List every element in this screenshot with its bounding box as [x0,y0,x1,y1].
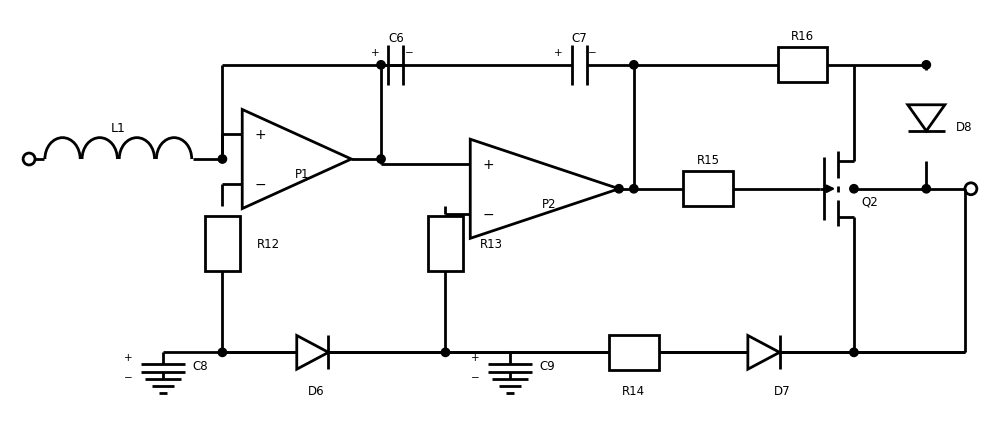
Text: P1: P1 [294,168,309,181]
Circle shape [922,185,930,194]
Polygon shape [470,140,619,239]
Polygon shape [908,106,945,132]
Circle shape [377,61,385,70]
Text: −: − [254,177,266,191]
Circle shape [218,155,227,164]
Text: +: + [471,353,480,363]
Text: −: − [471,372,480,382]
Polygon shape [748,336,780,369]
Text: D8: D8 [956,121,972,134]
Text: D7: D7 [774,384,791,397]
Text: −: − [404,48,413,58]
Text: +: + [124,353,133,363]
Text: R13: R13 [480,237,503,250]
Circle shape [615,185,623,194]
Polygon shape [297,336,328,369]
Circle shape [630,61,638,70]
Text: R12: R12 [257,237,280,250]
Bar [609,335,659,370]
Bar [778,48,827,83]
Bar [683,172,733,207]
Text: R16: R16 [791,29,814,42]
Polygon shape [242,110,351,209]
Circle shape [922,61,930,70]
Text: R15: R15 [697,153,720,166]
Bar [205,216,240,271]
Bar [428,216,463,271]
Text: +: + [554,48,563,58]
Text: −: − [588,48,597,58]
Text: D6: D6 [308,384,325,397]
Text: R14: R14 [622,384,645,397]
Text: P2: P2 [542,198,557,211]
Circle shape [630,185,638,194]
Text: C9: C9 [540,359,555,372]
Circle shape [850,185,858,194]
Text: L1: L1 [111,121,126,134]
Text: +: + [482,158,494,172]
Circle shape [441,348,450,357]
Text: +: + [371,48,379,58]
Circle shape [218,348,227,357]
Circle shape [377,155,385,164]
Text: −: − [124,372,133,382]
Circle shape [850,348,858,357]
Text: Q2: Q2 [861,195,878,208]
Text: C8: C8 [193,359,208,372]
Text: +: + [254,128,266,142]
Text: C7: C7 [571,32,587,45]
Text: C6: C6 [388,32,404,45]
Text: −: − [482,207,494,221]
